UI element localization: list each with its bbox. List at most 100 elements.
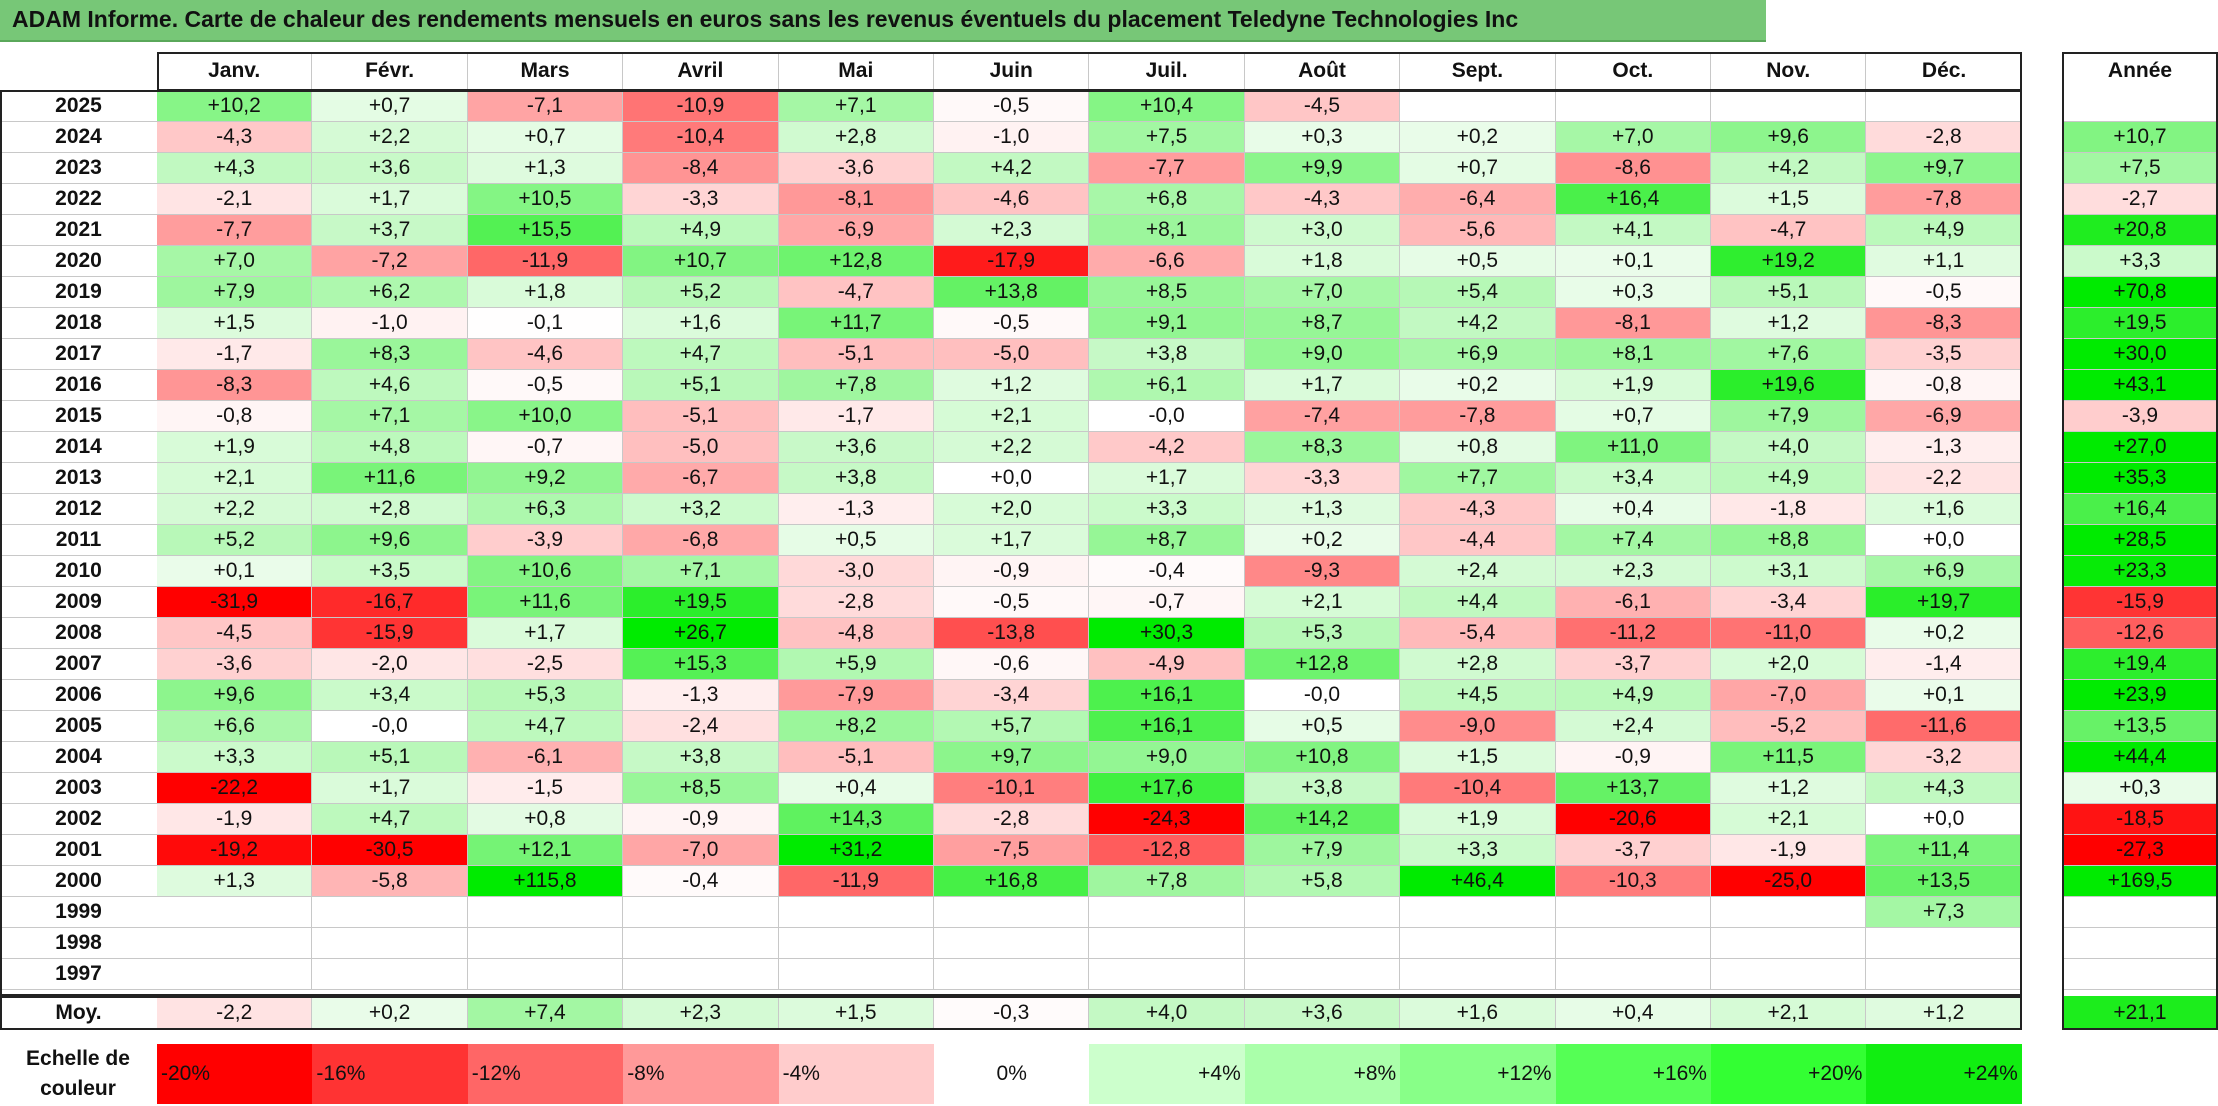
heatmap-cell: +0,3 <box>1244 122 1401 153</box>
heatmap-cell: -4,2 <box>1089 432 1245 463</box>
heatmap-cell: +3,3 <box>1089 494 1245 525</box>
heatmap-cell: -6,1 <box>1555 587 1711 618</box>
heatmap-cell: +8,2 <box>778 711 934 742</box>
heatmap-cell: -3,6 <box>157 649 313 680</box>
heatmap-cell: +1,7 <box>934 525 1090 556</box>
annual-cell <box>2062 928 2218 959</box>
heatmap-cell: +1,9 <box>1555 370 1711 401</box>
heatmap-cell <box>157 897 313 928</box>
heatmap-cell: +1,6 <box>1866 494 2022 525</box>
heatmap-cell: +10,0 <box>467 401 624 432</box>
heatmap-cell: -25,0 <box>1711 866 1867 897</box>
heatmap-cell: +2,0 <box>1711 649 1867 680</box>
row-year-label: 2000 <box>0 866 157 897</box>
heatmap-cell: -10,9 <box>623 91 779 122</box>
heatmap-cell: +1,5 <box>1400 742 1556 773</box>
heatmap-cell: +16,4 <box>1555 184 1711 215</box>
heatmap-cell: -0,7 <box>1089 587 1245 618</box>
heatmap-cell: -4,3 <box>1400 494 1556 525</box>
heatmap-cell: +5,4 <box>1400 277 1556 308</box>
heatmap-cell: +3,8 <box>1089 339 1245 370</box>
heatmap-cell: +10,2 <box>157 91 313 122</box>
heatmap-cell: +2,4 <box>1400 556 1556 587</box>
color-scale-swatch: -12% <box>467 1044 624 1104</box>
heatmap-cell: +7,5 <box>1089 122 1245 153</box>
heatmap-cell: +16,8 <box>934 866 1090 897</box>
heatmap-cell: -1,3 <box>778 494 934 525</box>
average-row-label: Moy. <box>55 1001 102 1024</box>
heatmap-cell: +7,8 <box>778 370 934 401</box>
heatmap-cell <box>1711 91 1867 122</box>
heatmap-cell: -0,0 <box>1244 680 1401 711</box>
heatmap-cell: +4,9 <box>623 215 779 246</box>
heatmap-cell: +4,3 <box>1866 773 2022 804</box>
row-year-label: 2012 <box>0 494 157 525</box>
heatmap-cell <box>157 959 313 990</box>
heatmap-cell: -6,8 <box>623 525 779 556</box>
heatmap-cell: -8,1 <box>1555 308 1711 339</box>
row-year-label: 2007 <box>0 649 157 680</box>
title-bar: ADAM Informe. Carte de chaleur des rende… <box>0 0 1766 42</box>
heatmap-cell: +1,3 <box>157 866 313 897</box>
heatmap-cell: -4,8 <box>778 618 934 649</box>
annual-cell: +70,8 <box>2062 277 2218 308</box>
heatmap-cell: -3,2 <box>1866 742 2022 773</box>
heatmap-cell: -6,7 <box>623 463 779 494</box>
row-year-label: 2014 <box>0 432 157 463</box>
heatmap-cell: +1,7 <box>312 184 468 215</box>
heatmap-cell: +3,1 <box>1711 556 1867 587</box>
average-cell: +4,0 <box>1089 996 1245 1030</box>
heatmap-cell: -1,3 <box>1866 432 2022 463</box>
annual-cell: -27,3 <box>2062 835 2218 866</box>
row-year-label: 2001 <box>0 835 157 866</box>
heatmap-cell: +4,9 <box>1711 463 1867 494</box>
heatmap-cell: -9,0 <box>1400 711 1556 742</box>
column-header: Mars <box>468 52 624 90</box>
heatmap-cell: -1,9 <box>157 804 313 835</box>
heatmap-cell: +9,6 <box>1711 122 1867 153</box>
color-scale-swatch: +24% <box>1866 1044 2022 1104</box>
heatmap-cell: +2,1 <box>1711 804 1867 835</box>
heatmap-cell: -4,4 <box>1400 525 1556 556</box>
heatmap-cell: +9,0 <box>1089 742 1245 773</box>
color-scale-label-line2: couleur <box>40 1077 116 1100</box>
heatmap-cell <box>1089 897 1245 928</box>
heatmap-cell <box>467 928 624 959</box>
heatmap-cell: -5,4 <box>1400 618 1556 649</box>
heatmap-cell: -5,0 <box>934 339 1090 370</box>
heatmap-cell: -0,1 <box>467 308 624 339</box>
heatmap-cell: -12,8 <box>1089 835 1245 866</box>
heatmap-cell: +4,2 <box>934 153 1090 184</box>
heatmap-cell: -5,0 <box>623 432 779 463</box>
heatmap-cell: +115,8 <box>467 866 624 897</box>
heatmap-cell: -3,4 <box>1711 587 1867 618</box>
heatmap-cell: +3,0 <box>1244 215 1401 246</box>
heatmap-cell <box>157 928 313 959</box>
color-scale-swatch: -16% <box>312 1044 468 1104</box>
row-year-label: 2006 <box>0 680 157 711</box>
heatmap-cell: +14,2 <box>1244 804 1401 835</box>
heatmap-cell: +0,1 <box>1555 246 1711 277</box>
heatmap-cell: +4,2 <box>1400 308 1556 339</box>
heatmap-cell: +1,2 <box>934 370 1090 401</box>
heatmap-cell: +7,3 <box>1866 897 2022 928</box>
heatmap-cell: -4,3 <box>157 122 313 153</box>
heatmap-cell <box>1244 897 1401 928</box>
annual-cell: +35,3 <box>2062 463 2218 494</box>
heatmap-cell: +8,1 <box>1555 339 1711 370</box>
heatmap-cell: +16,1 <box>1089 680 1245 711</box>
row-year-label: 2017 <box>0 339 157 370</box>
heatmap-cell: +7,1 <box>623 556 779 587</box>
heatmap-cell: +9,7 <box>1866 153 2022 184</box>
column-header: Nov. <box>1711 52 1867 90</box>
average-annual-cell: +21,1 <box>2062 996 2218 1030</box>
heatmap-cell: -2,1 <box>157 184 313 215</box>
annual-cell: +30,0 <box>2062 339 2218 370</box>
heatmap-cell: -5,1 <box>778 742 934 773</box>
annual-cell <box>2062 959 2218 990</box>
heatmap-cell: -9,3 <box>1244 556 1401 587</box>
heatmap-cell: +13,7 <box>1555 773 1711 804</box>
heatmap-cell: -4,9 <box>1089 649 1245 680</box>
heatmap-cell: +0,4 <box>1555 494 1711 525</box>
heatmap-cell: +12,8 <box>778 246 934 277</box>
